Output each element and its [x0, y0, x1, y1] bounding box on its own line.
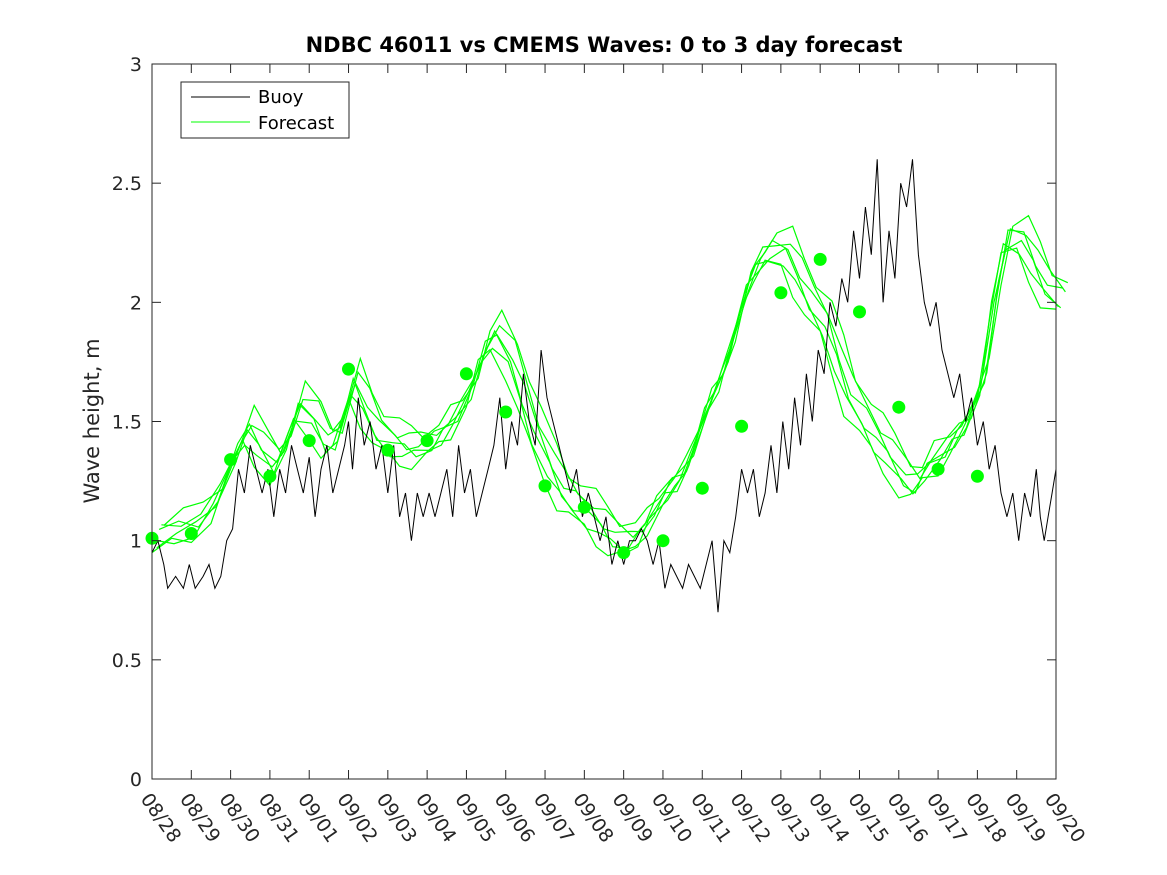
x-tick-label-15: 09/12: [725, 789, 774, 846]
x-tick-label-18: 09/15: [843, 789, 892, 846]
y-tick-label-1: 0.5: [112, 650, 142, 672]
x-tick-label-20: 09/17: [922, 789, 971, 846]
y-tick-label-2: 1: [130, 531, 142, 553]
forecast-point-18: [853, 305, 866, 319]
x-tick-label-0: 08/28: [136, 789, 185, 846]
x-tick-label-9: 09/06: [490, 789, 539, 846]
forecast-line-4: [161, 228, 1066, 539]
forecast-point-11: [577, 500, 591, 514]
forecast-point-3: [263, 469, 277, 483]
x-tick-label-8: 09/05: [450, 789, 499, 846]
x-tick-label-5: 09/02: [332, 789, 381, 846]
forecast-point-16: [774, 286, 788, 300]
forecast-point-14: [695, 481, 709, 495]
forecast-point-19: [892, 400, 906, 414]
axes-layer: 00.511.522.5308/2808/2908/3008/3109/0109…: [112, 54, 1090, 847]
legend-box: [180, 81, 350, 139]
y-tick-label-4: 2: [130, 292, 142, 314]
forecast-point-7: [420, 434, 434, 448]
y-tick-label-3: 1.5: [112, 412, 142, 434]
x-tick-label-19: 09/16: [883, 789, 932, 846]
y-axis-label: Wave height, m: [80, 338, 104, 503]
forecast-point-5: [342, 362, 355, 376]
x-tick-label-14: 09/11: [686, 789, 735, 846]
forecast-point-9: [499, 405, 513, 419]
x-tick-label-12: 09/09: [608, 789, 657, 846]
x-tick-label-3: 08/31: [254, 789, 303, 846]
x-tick-label-17: 09/14: [804, 789, 853, 846]
forecast-line-5: [163, 214, 1069, 528]
y-tick-label-5: 2.5: [112, 173, 142, 195]
series-layer: [145, 159, 1069, 613]
x-tick-label-21: 09/18: [961, 789, 1010, 846]
buoy-line: [151, 159, 1057, 613]
forecast-line-2: [156, 239, 1062, 550]
x-tick-label-23: 09/20: [1040, 789, 1089, 846]
forecast-point-4: [302, 434, 316, 448]
forecast-point-17: [813, 252, 827, 266]
chart-title: NDBC 46011 vs CMEMS Waves: 0 to 3 day fo…: [306, 33, 903, 57]
forecast-point-1: [184, 527, 198, 540]
forecast-point-8: [459, 367, 473, 381]
x-tick-label-16: 09/13: [765, 789, 814, 846]
forecast-line-1: [154, 242, 1059, 554]
forecast-point-13: [656, 534, 670, 548]
forecast-point-6: [381, 443, 395, 457]
legend-forecast-label: Forecast: [258, 113, 334, 134]
x-tick-label-13: 09/10: [647, 789, 696, 846]
legend-buoy-label: Buoy: [258, 87, 304, 108]
axes-frame: [151, 63, 1057, 780]
y-tick-label-0: 0: [130, 769, 142, 791]
x-tick-label-2: 08/30: [215, 789, 264, 846]
forecast-line-3: [158, 229, 1064, 533]
x-tick-label-7: 09/04: [411, 789, 460, 846]
forecast-point-21: [970, 469, 984, 483]
forecast-point-12: [617, 546, 631, 560]
forecast-line-0: [151, 247, 1057, 557]
x-tick-label-6: 09/03: [372, 789, 421, 846]
forecast-point-15: [735, 419, 749, 433]
forecast-point-20: [931, 462, 945, 476]
x-tick-label-22: 09/19: [1001, 789, 1050, 846]
legend: Buoy Forecast: [180, 81, 350, 139]
x-tick-label-4: 09/01: [293, 789, 342, 846]
x-tick-label-10: 09/07: [529, 789, 578, 846]
x-tick-label-11: 09/08: [568, 789, 617, 846]
forecast-point-10: [538, 479, 552, 493]
x-tick-label-1: 08/29: [175, 789, 224, 846]
forecast-point-2: [224, 453, 238, 467]
y-tick-label-6: 3: [130, 54, 142, 76]
